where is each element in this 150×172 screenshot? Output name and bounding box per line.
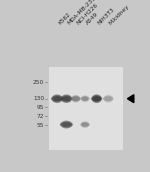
Ellipse shape bbox=[52, 95, 62, 102]
Ellipse shape bbox=[81, 122, 89, 127]
Ellipse shape bbox=[103, 97, 113, 100]
Ellipse shape bbox=[62, 95, 71, 102]
Text: M.kidney: M.kidney bbox=[108, 4, 131, 26]
Ellipse shape bbox=[71, 97, 80, 101]
Ellipse shape bbox=[81, 123, 89, 126]
Ellipse shape bbox=[82, 123, 87, 126]
Text: 130: 130 bbox=[33, 96, 44, 101]
Text: 55: 55 bbox=[37, 123, 44, 128]
Ellipse shape bbox=[52, 96, 62, 101]
Text: NIH3T3: NIH3T3 bbox=[97, 7, 116, 26]
Ellipse shape bbox=[81, 97, 89, 101]
Ellipse shape bbox=[83, 97, 87, 100]
Ellipse shape bbox=[91, 97, 102, 100]
Polygon shape bbox=[128, 95, 134, 103]
Text: MDA-MB-231: MDA-MB-231 bbox=[66, 0, 97, 26]
Ellipse shape bbox=[72, 96, 80, 102]
Ellipse shape bbox=[92, 96, 101, 101]
Text: NCI-H226: NCI-H226 bbox=[76, 3, 99, 26]
Ellipse shape bbox=[54, 97, 60, 100]
FancyBboxPatch shape bbox=[49, 67, 123, 150]
Ellipse shape bbox=[63, 123, 70, 126]
Ellipse shape bbox=[94, 97, 100, 100]
Ellipse shape bbox=[61, 122, 72, 127]
Ellipse shape bbox=[60, 123, 73, 126]
Text: 72: 72 bbox=[37, 114, 44, 119]
Ellipse shape bbox=[51, 97, 63, 100]
Ellipse shape bbox=[73, 97, 78, 100]
Ellipse shape bbox=[92, 95, 101, 102]
Ellipse shape bbox=[71, 98, 80, 100]
Ellipse shape bbox=[81, 123, 89, 126]
Ellipse shape bbox=[104, 96, 113, 101]
Ellipse shape bbox=[104, 95, 112, 102]
Ellipse shape bbox=[61, 121, 72, 128]
Ellipse shape bbox=[61, 97, 72, 100]
Ellipse shape bbox=[81, 98, 89, 100]
Text: A549: A549 bbox=[85, 12, 99, 26]
Ellipse shape bbox=[63, 97, 70, 100]
Ellipse shape bbox=[82, 96, 88, 101]
Text: K562: K562 bbox=[57, 12, 71, 26]
Ellipse shape bbox=[105, 97, 111, 100]
Ellipse shape bbox=[61, 96, 72, 101]
Text: 250: 250 bbox=[33, 79, 44, 84]
Text: 95: 95 bbox=[37, 105, 44, 110]
